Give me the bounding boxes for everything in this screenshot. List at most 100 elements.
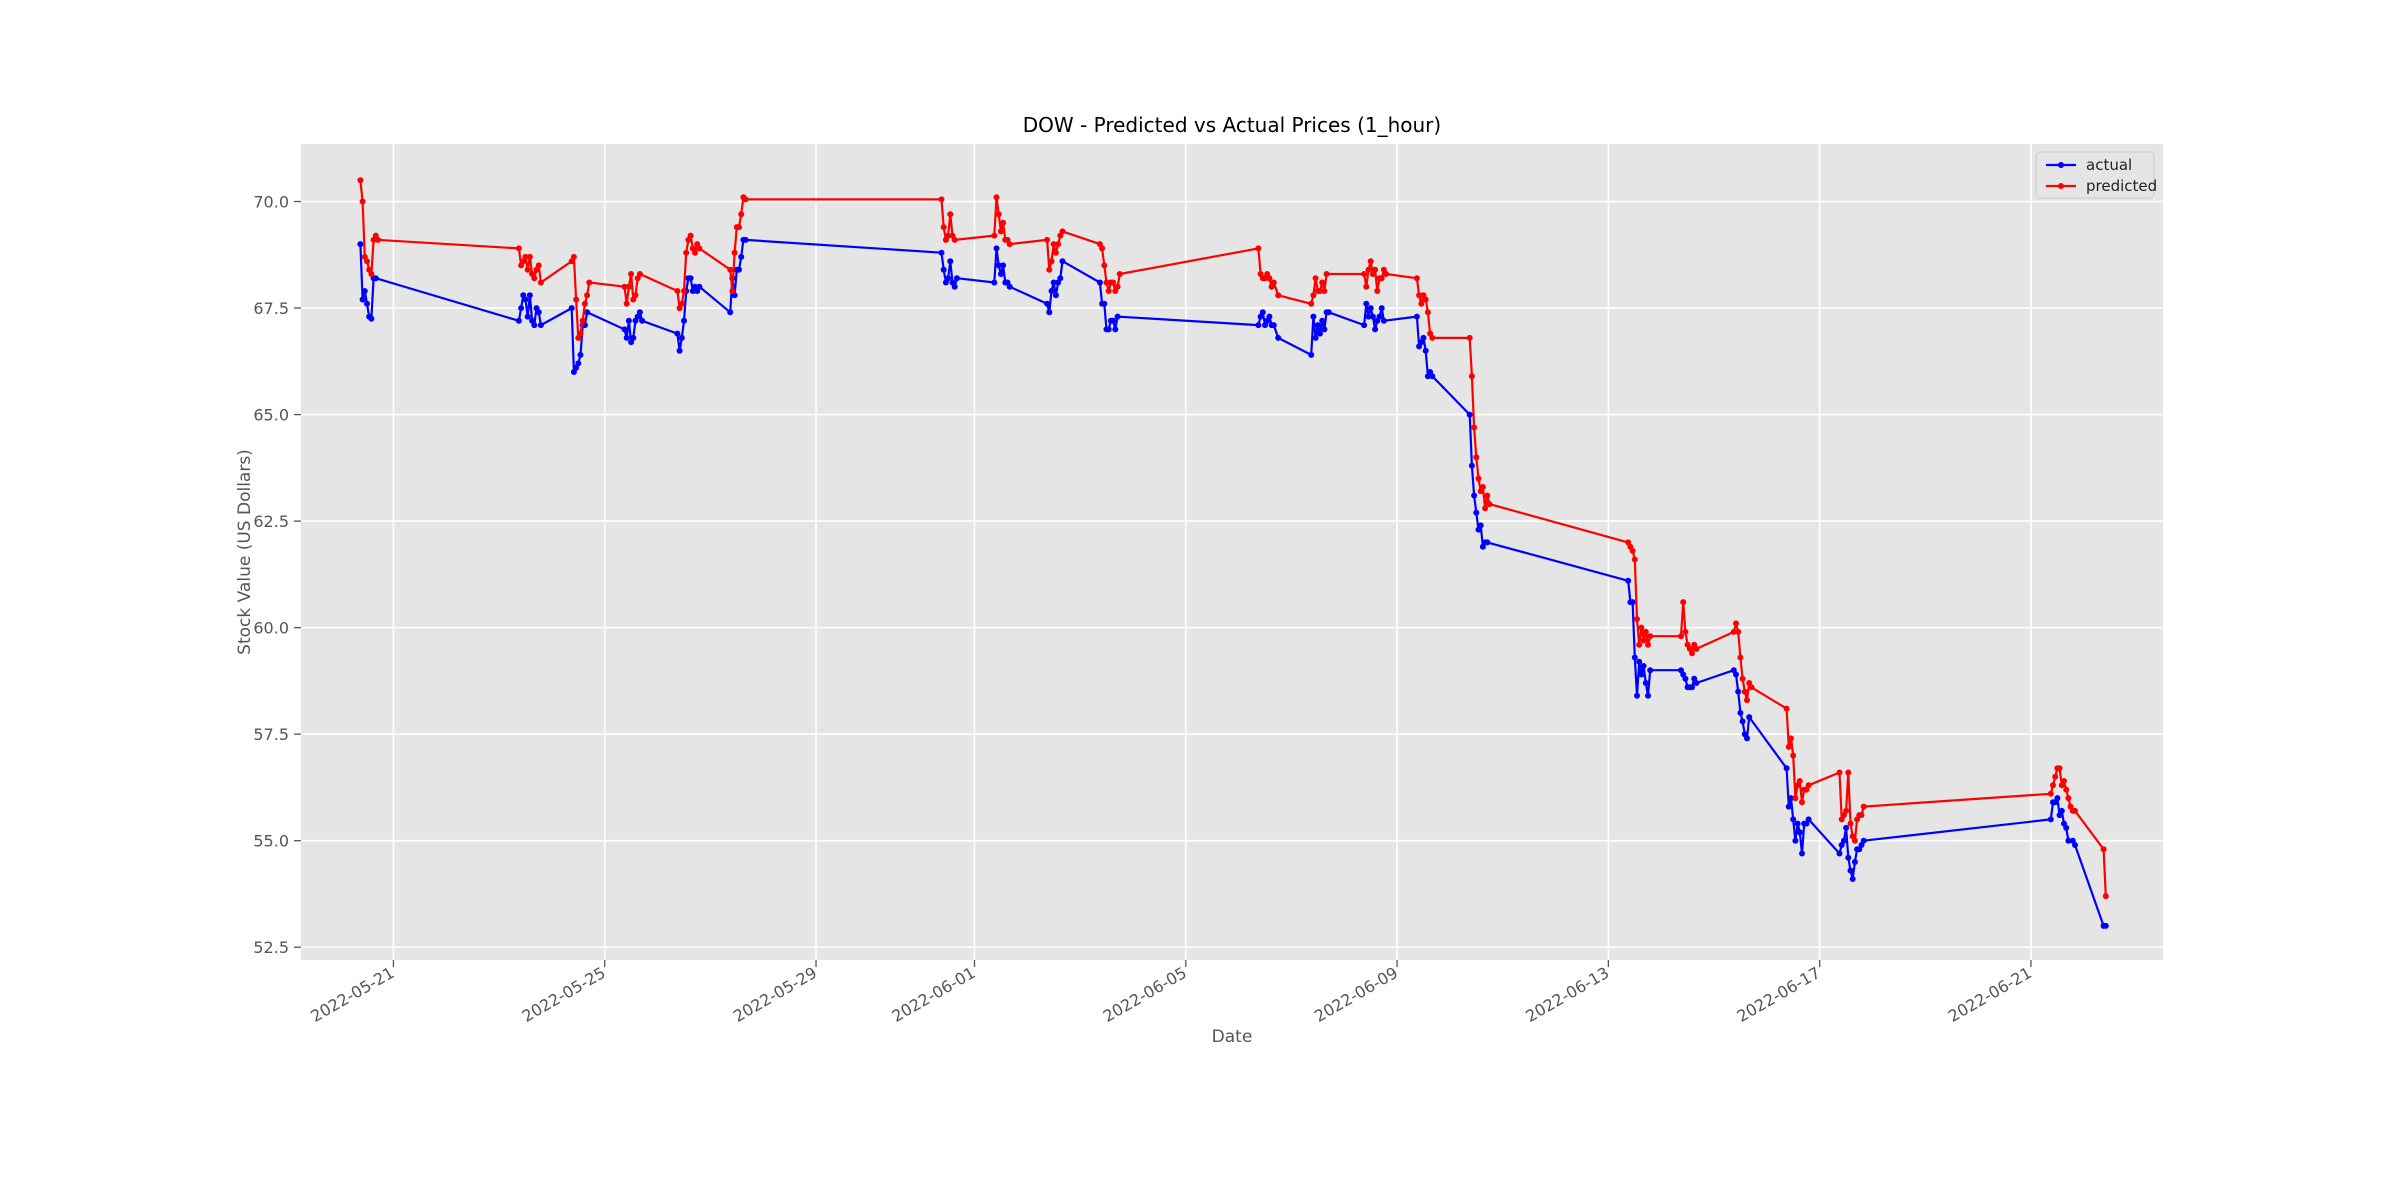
predicted-point — [736, 224, 742, 231]
predicted-point — [531, 275, 538, 282]
predicted-point — [364, 258, 370, 265]
predicted-point — [1365, 266, 1372, 273]
chart-title: DOW - Predicted vs Actual Prices (1_hour… — [1023, 113, 1441, 137]
actual-point — [1733, 671, 1739, 678]
predicted-point — [997, 228, 1004, 235]
predicted-point — [1642, 628, 1649, 635]
actual-point — [736, 266, 742, 273]
actual-point — [1739, 718, 1746, 725]
actual-point — [577, 351, 584, 358]
actual-point — [1682, 675, 1689, 682]
actual-point — [1625, 577, 1632, 584]
actual-point — [1840, 837, 1847, 844]
actual-point — [696, 283, 703, 290]
actual-point — [727, 309, 734, 316]
predicted-point — [738, 211, 745, 218]
x-tick-label: 2022-05-21 — [307, 963, 397, 1026]
predicted-point — [1680, 599, 1687, 606]
legend-label-actual: actual — [2086, 156, 2132, 174]
predicted-point — [1847, 820, 1854, 827]
predicted-point — [1312, 275, 1319, 282]
y-tick-label: 57.5 — [253, 725, 289, 744]
actual-point — [623, 334, 630, 341]
actual-point — [372, 275, 379, 282]
actual-point — [1836, 850, 1843, 857]
predicted-point — [1099, 245, 1106, 252]
predicted-point — [1361, 271, 1368, 277]
actual-point — [1468, 462, 1475, 469]
actual-point — [1471, 492, 1478, 499]
predicted-point — [570, 253, 577, 260]
actual-point — [687, 275, 694, 282]
predicted-point — [1851, 837, 1858, 844]
actual-point — [2054, 795, 2061, 802]
predicted-point — [696, 245, 703, 252]
predicted-point — [1739, 675, 1746, 682]
predicted-point — [1845, 769, 1852, 776]
x-tick-label: 2022-06-05 — [1100, 963, 1190, 1026]
predicted-point — [1321, 288, 1328, 294]
actual-point — [1312, 334, 1319, 341]
predicted-point — [581, 300, 588, 307]
actual-point — [357, 241, 364, 248]
predicted-point — [1052, 249, 1059, 256]
actual-point — [1689, 684, 1695, 691]
predicted-point — [623, 300, 630, 307]
actual-point — [1805, 816, 1812, 823]
predicted-point — [1858, 812, 1865, 819]
legend-marker-predicted — [2058, 183, 2064, 189]
predicted-point — [1790, 752, 1797, 759]
actual-point — [1096, 279, 1103, 286]
actual-point — [1636, 658, 1643, 665]
actual-point — [1466, 411, 1473, 418]
actual-point — [1794, 820, 1801, 827]
predicted-point — [1682, 628, 1689, 635]
actual-point — [1275, 334, 1282, 341]
predicted-point — [1799, 799, 1805, 806]
actual-point — [368, 315, 375, 322]
predicted-point — [1836, 769, 1843, 776]
actual-point — [1484, 539, 1491, 546]
predicted-point — [586, 279, 593, 286]
grid-lines — [301, 144, 2163, 960]
actual-point — [1429, 373, 1436, 380]
predicted-point — [674, 288, 681, 294]
actual-point — [2065, 837, 2072, 844]
predicted-point — [1006, 241, 1013, 248]
predicted-point — [1735, 628, 1742, 635]
actual-point — [1376, 313, 1383, 320]
predicted-point — [678, 300, 685, 307]
predicted-point — [1044, 236, 1051, 243]
actual-point — [2072, 842, 2078, 848]
actual-point — [1631, 654, 1638, 661]
predicted-point — [1378, 275, 1385, 282]
predicted-point — [584, 292, 591, 299]
actual-point — [1413, 313, 1420, 320]
predicted-point — [1050, 241, 1057, 248]
x-axis: 2022-05-21 2022-05-25 2022-05-29 2022-06-01… — [307, 960, 2035, 1026]
predicted-point — [1048, 258, 1055, 265]
actual-point — [630, 334, 637, 341]
actual-point — [1110, 317, 1117, 324]
actual-point — [537, 322, 544, 329]
predicted-point — [687, 232, 694, 239]
predicted-point — [1319, 279, 1326, 286]
actual-point — [1059, 258, 1066, 265]
actual-point — [1114, 313, 1121, 320]
actual-point — [575, 360, 582, 367]
predicted-point — [1638, 624, 1645, 631]
actual-point — [1792, 837, 1799, 844]
predicted-point — [731, 249, 738, 256]
predicted-point — [2102, 893, 2109, 900]
predicted-point — [1255, 245, 1262, 252]
predicted-point — [1466, 334, 1473, 341]
y-tick-label: 67.5 — [253, 299, 289, 318]
actual-point — [1638, 671, 1645, 678]
actual-point — [1790, 816, 1797, 823]
legend-marker-actual — [2058, 162, 2064, 168]
predicted-point — [368, 271, 375, 277]
predicted-point — [692, 249, 698, 256]
actual-point — [1266, 313, 1273, 320]
actual-point — [2063, 824, 2070, 831]
predicted-point — [535, 262, 542, 269]
